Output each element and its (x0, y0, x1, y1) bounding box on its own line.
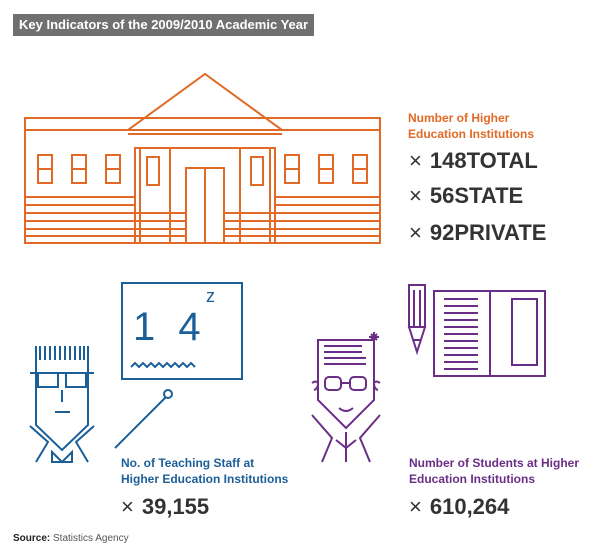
teaching-staff-label-line1: No. of Teaching Staff at (121, 455, 288, 471)
stat-state-unit: STATE (454, 183, 523, 208)
stat-total-unit: TOTAL (467, 148, 538, 173)
teaching-staff-label-line2: Higher Education Institutions (121, 471, 288, 487)
teaching-staff-stat: × 39,155 (121, 494, 209, 520)
teaching-staff-value: 39,155 (142, 494, 209, 519)
pencil-icon (409, 285, 425, 352)
blackboard-exponent: z (206, 286, 215, 306)
students-label-line2: Education Institutions (409, 471, 579, 487)
students-label: Number of Students at Higher Education I… (409, 455, 579, 487)
multiply-icon: × (121, 494, 134, 519)
multiply-icon: × (409, 183, 422, 208)
teaching-staff-label: No. of Teaching Staff at Higher Educatio… (121, 455, 288, 487)
institutions-label-line2: Education Institutions (408, 126, 534, 142)
multiply-icon: × (409, 220, 422, 245)
source-text: Statistics Agency (53, 533, 129, 544)
stat-state-value: 56 (430, 183, 454, 208)
stat-private-unit: PRIVATE (454, 220, 546, 245)
student-icon (312, 332, 380, 462)
building-icon (25, 74, 380, 243)
stat-private: × 92PRIVATE (409, 220, 546, 246)
institutions-label: Number of Higher Education Institutions (408, 110, 534, 142)
students-stat: × 610,264 (409, 494, 509, 520)
institutions-label-line1: Number of Higher (408, 110, 534, 126)
multiply-icon: × (409, 494, 422, 519)
stat-state: × 56STATE (409, 183, 523, 209)
multiply-icon: × (409, 148, 422, 173)
teacher-icon (30, 346, 94, 462)
pointer-icon (115, 390, 172, 448)
book-icon (434, 291, 545, 376)
source-note: Source: Statistics Agency (13, 533, 129, 544)
blackboard-numbers: 1 4 (133, 305, 207, 349)
students-value: 610,264 (430, 494, 510, 519)
stat-total-value: 148 (430, 148, 467, 173)
stat-total: × 148TOTAL (409, 148, 538, 174)
source-label: Source: (13, 533, 50, 544)
stat-private-value: 92 (430, 220, 454, 245)
students-label-line1: Number of Students at Higher (409, 455, 579, 471)
